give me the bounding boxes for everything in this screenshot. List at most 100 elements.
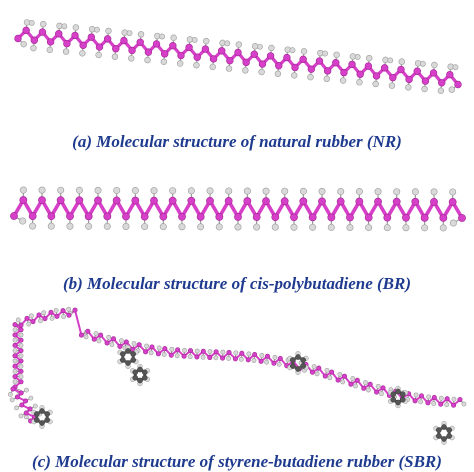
carbon-atom xyxy=(438,79,446,87)
hydrogen-atom xyxy=(176,60,184,67)
carbon-atom xyxy=(322,373,328,379)
carbon-atom xyxy=(201,45,210,53)
hydrogen-atom xyxy=(256,43,263,50)
ring-carbon-atom xyxy=(125,348,131,354)
carbon-atom xyxy=(392,197,401,206)
hydrogen-atom xyxy=(182,347,187,353)
hydrogen-atom xyxy=(405,84,412,91)
hydrogen-atom xyxy=(215,223,223,231)
carbon-atom xyxy=(48,309,54,315)
carbon-atom xyxy=(206,196,214,205)
hydrogen-atom xyxy=(337,372,343,377)
hydrogen-atom xyxy=(264,359,269,365)
ring-carbon-atom xyxy=(44,411,50,417)
hydrogen-atom xyxy=(449,188,457,196)
carbon-atom xyxy=(120,36,128,45)
br-structure-panel xyxy=(0,170,474,250)
hydrogen-atom xyxy=(387,57,394,64)
hydrogen-atom xyxy=(83,334,89,340)
hydrogen-atom xyxy=(451,396,457,402)
carbon-atom xyxy=(168,352,174,358)
carbon-atom xyxy=(213,349,219,355)
carbon-atom xyxy=(78,332,84,338)
carbon-atom xyxy=(307,65,316,73)
hydrogen-atom xyxy=(322,50,328,57)
carbon-atom xyxy=(27,406,33,412)
carbon-atom xyxy=(175,347,181,353)
carbon-atom xyxy=(72,307,78,313)
hydrogen-atom xyxy=(309,223,317,231)
ring-carbon-atom xyxy=(130,357,136,363)
carbon-atom xyxy=(18,327,24,333)
hydrogen-atom xyxy=(12,337,18,343)
hydrogen-atom xyxy=(53,308,59,313)
hydrogen-atom xyxy=(242,67,249,74)
hydrogen-atom xyxy=(350,376,356,381)
hydrogen-atom xyxy=(12,369,18,374)
carbon-atom xyxy=(239,350,245,356)
ring-carbon-atom xyxy=(390,391,397,398)
carbon-atom xyxy=(10,386,16,392)
hydrogen-atom xyxy=(75,186,83,194)
carbon-atom xyxy=(38,196,46,205)
carbon-atom xyxy=(383,213,392,222)
hydrogen-atom xyxy=(94,186,102,194)
ring-carbon-atom xyxy=(34,411,40,417)
carbon-atom xyxy=(12,322,18,328)
hydrogen-atom xyxy=(439,224,447,232)
hydrogen-atom xyxy=(32,403,38,409)
hydrogen-atom xyxy=(105,27,112,35)
hydrogen-atom xyxy=(118,338,124,344)
carbon-atom xyxy=(122,212,130,221)
carbon-atom xyxy=(420,213,429,222)
hydrogen-atom xyxy=(169,187,177,195)
carbon-atom xyxy=(411,197,420,206)
hydrogen-atom xyxy=(243,187,251,195)
carbon-atom xyxy=(380,385,386,391)
hydrogen-atom xyxy=(354,54,361,60)
hydrogen-atom xyxy=(251,358,257,363)
hydrogen-atom xyxy=(224,40,231,47)
hydrogen-atom xyxy=(421,224,429,232)
carbon-atom xyxy=(234,213,242,221)
hydrogen-atom xyxy=(437,87,445,94)
carbon-atom xyxy=(75,196,84,205)
ring-carbon-atom xyxy=(441,424,447,430)
hydrogen-atom xyxy=(418,399,424,405)
hydrogen-atom xyxy=(95,51,102,59)
carbon-atom xyxy=(389,73,397,82)
carbon-atom xyxy=(380,64,389,72)
ring-carbon-atom xyxy=(39,408,45,414)
hydrogen-atom xyxy=(449,219,457,227)
hydrogen-atom xyxy=(253,223,261,231)
hydrogen-atom xyxy=(314,371,320,377)
hydrogen-atom xyxy=(234,223,242,231)
hydrogen-atom xyxy=(46,46,53,54)
ring-carbon-atom xyxy=(137,366,143,373)
hydrogen-atom xyxy=(137,31,145,38)
hydrogen-atom xyxy=(438,395,444,401)
hydrogen-atom xyxy=(413,392,419,398)
carbon-atom xyxy=(226,56,234,65)
hydrogen-atom xyxy=(26,321,32,327)
ring-carbon-atom xyxy=(125,360,131,366)
hydrogen-atom xyxy=(12,379,18,385)
carbon-atom xyxy=(226,349,232,355)
carbon-atom xyxy=(327,213,336,222)
hydrogen-atom xyxy=(18,413,24,419)
hydrogen-atom xyxy=(421,85,428,93)
hydrogen-atom xyxy=(430,188,438,196)
carbon-atom xyxy=(112,196,121,205)
hydrogen-atom xyxy=(28,313,34,319)
carbon-atom xyxy=(10,212,18,220)
carbon-atom xyxy=(215,213,224,221)
carbon-atom xyxy=(348,60,356,69)
hydrogen-atom xyxy=(346,223,354,231)
carbon-atom xyxy=(30,319,36,325)
hydrogen-atom xyxy=(411,188,419,196)
hydrogen-atom xyxy=(379,391,384,397)
carbon-atom xyxy=(12,374,18,380)
carbon-atom xyxy=(299,55,307,64)
carbon-atom xyxy=(258,60,267,68)
carbon-atom xyxy=(348,381,354,387)
